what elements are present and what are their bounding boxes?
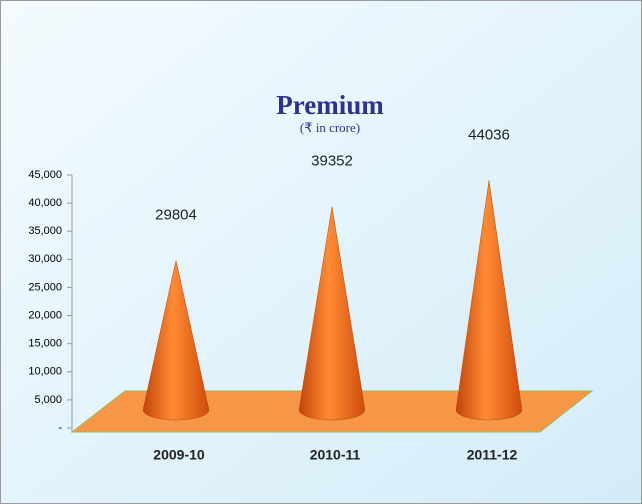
cone: [142, 260, 210, 421]
y-tick-label: 5,000: [34, 394, 62, 406]
cone: [298, 206, 366, 421]
x-tick-label: 2009-10: [153, 447, 205, 463]
y-tick-label: 25,000: [28, 281, 62, 293]
y-tick-label: 20,000: [28, 309, 62, 321]
chart-title: Premium: [276, 90, 384, 120]
chart-subtitle: (₹ in crore): [300, 120, 360, 135]
x-tick-label: 2011-12: [467, 447, 518, 463]
x-tick-label: 2010-11: [310, 447, 361, 463]
y-tick-label: 35,000: [28, 225, 62, 237]
value-label: 29804: [155, 206, 197, 223]
y-tick-label: 15,000: [28, 338, 62, 350]
y-tick-label: 30,000: [28, 253, 62, 265]
y-tick-label: 10,000: [28, 366, 62, 378]
value-label: 39352: [311, 153, 353, 170]
y-tick-label: 45,000: [28, 169, 62, 181]
y-tick-label: 40,000: [28, 197, 62, 209]
value-label: 44036: [468, 126, 510, 143]
cone: [455, 180, 523, 421]
y-tick-label: -: [58, 422, 62, 434]
